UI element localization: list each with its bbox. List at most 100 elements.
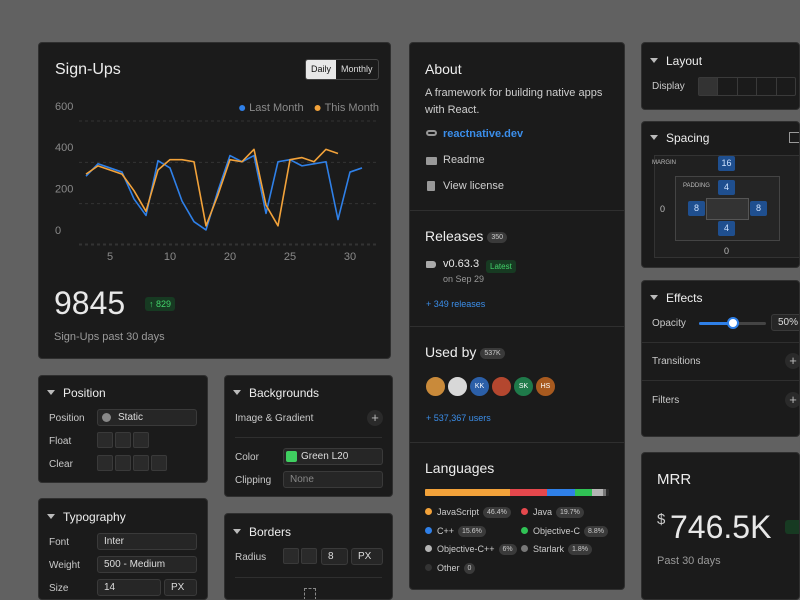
avatar: HS bbox=[535, 376, 556, 397]
language-name: Starlark bbox=[533, 544, 565, 554]
display-flex[interactable] bbox=[718, 78, 738, 95]
layout-title: Layout bbox=[650, 54, 702, 68]
display-options bbox=[698, 77, 796, 96]
radius-all[interactable] bbox=[283, 548, 299, 564]
margin-top[interactable]: 16 bbox=[718, 156, 735, 171]
about-title: About bbox=[425, 61, 462, 77]
language-item: Objective-C 8.8% bbox=[521, 526, 608, 537]
add-image[interactable]: + bbox=[367, 410, 383, 426]
language-name: Objective-C bbox=[533, 525, 581, 536]
language-percent: 8.8% bbox=[584, 525, 608, 537]
clear-both[interactable] bbox=[151, 455, 167, 471]
language-legend: JavaScript 46.4% Java 19.7% C++ 15.6% Objectiv… bbox=[425, 507, 620, 587]
toggle: Daily Monthly bbox=[305, 59, 379, 80]
float-left[interactable] bbox=[115, 432, 131, 448]
float-right[interactable] bbox=[133, 432, 149, 448]
clear-left[interactable] bbox=[115, 455, 131, 471]
separator bbox=[235, 437, 382, 438]
about-description: A framework for building native apps wit… bbox=[425, 87, 603, 116]
separator bbox=[235, 577, 382, 578]
opacity-field[interactable]: 50% bbox=[771, 314, 799, 331]
separator bbox=[410, 326, 624, 327]
backgrounds-title: Backgrounds bbox=[233, 386, 319, 400]
avatar: KK bbox=[469, 376, 490, 397]
color-field[interactable]: Green L20 bbox=[283, 448, 383, 465]
avatar bbox=[447, 376, 468, 397]
position-title: Position bbox=[47, 386, 106, 400]
float-label: Float bbox=[49, 436, 72, 447]
effects-panel: Effects Opacity 50% Transitions + Filter… bbox=[641, 280, 800, 437]
clear-right[interactable] bbox=[133, 455, 149, 471]
spacing-panel: Spacing MARGIN 16 PADDING 4 8 8 4 0 0 bbox=[641, 121, 800, 268]
language-dot bbox=[425, 508, 432, 515]
caption: Sign-Ups past 30 days bbox=[54, 331, 165, 343]
display-block[interactable] bbox=[699, 78, 719, 95]
language-name: Java bbox=[533, 507, 553, 517]
release-date: on Sep 29 bbox=[443, 274, 485, 284]
license[interactable]: View license bbox=[443, 180, 504, 192]
used-by-count: 537K bbox=[480, 347, 505, 359]
display-none[interactable] bbox=[777, 78, 795, 95]
image-label: Image & Gradient bbox=[235, 413, 314, 424]
separator bbox=[410, 442, 624, 443]
color-swatch bbox=[286, 451, 297, 462]
separator bbox=[642, 380, 799, 381]
language-item: Objective-C++ 6% bbox=[425, 544, 517, 556]
size-unit[interactable]: PX bbox=[164, 579, 197, 596]
size-field[interactable]: 14 bbox=[97, 579, 161, 596]
avatars: KK SK HS bbox=[425, 376, 615, 397]
toggle-monthly[interactable]: Monthly bbox=[341, 64, 373, 74]
language-name: C++ bbox=[437, 525, 455, 536]
about-link[interactable]: reactnative.dev bbox=[443, 128, 524, 140]
language-item: Starlark 1.8% bbox=[521, 544, 592, 556]
line-series bbox=[85, 154, 363, 231]
language-segment bbox=[425, 489, 511, 496]
legend-swatch bbox=[314, 105, 321, 111]
language-item: JavaScript 46.4% bbox=[425, 507, 511, 519]
readme[interactable]: Readme bbox=[443, 154, 485, 166]
add-filter[interactable]: + bbox=[785, 392, 799, 408]
avatar: SK bbox=[513, 376, 534, 397]
radius-individual[interactable] bbox=[301, 548, 317, 564]
weight-select[interactable]: 500 - Medium bbox=[97, 556, 197, 573]
more-releases[interactable]: + 349 releases bbox=[426, 299, 486, 309]
margin-left[interactable]: 0 bbox=[660, 204, 666, 214]
display-inline[interactable] bbox=[757, 78, 777, 95]
slider-thumb bbox=[726, 317, 739, 329]
x-tick-label: 20 bbox=[224, 251, 236, 263]
chart: Sign-Ups 0 200 400 600 5 10 20 25 30 This Month La… bbox=[55, 61, 379, 263]
radius-field[interactable]: 8 bbox=[321, 548, 348, 565]
padding-label: PADDING bbox=[683, 183, 710, 189]
separator bbox=[410, 210, 624, 211]
mrr-change-badge bbox=[785, 520, 799, 534]
signups-panel: Sign-Ups 0 200 400 600 5 10 20 25 30 This Month La… bbox=[38, 42, 391, 359]
layout-panel: Layout Display bbox=[641, 42, 800, 110]
padding-right[interactable]: 8 bbox=[750, 201, 767, 216]
clear-label: Clear bbox=[49, 459, 73, 470]
margin-bottom[interactable]: 0 bbox=[724, 246, 730, 256]
tag-icon bbox=[426, 261, 436, 268]
position-panel: Position Position Static Float Clear bbox=[38, 375, 208, 483]
opacity-slider[interactable] bbox=[699, 317, 766, 329]
language-percent: 15.6% bbox=[458, 525, 486, 537]
borders-panel: Borders Radius 8 PX bbox=[224, 513, 393, 600]
clear-none[interactable] bbox=[97, 455, 113, 471]
clipping-select[interactable]: None bbox=[283, 471, 383, 488]
add-transition[interactable]: + bbox=[785, 353, 799, 369]
position-select[interactable]: Static bbox=[97, 409, 197, 426]
opacity-label: Opacity bbox=[652, 318, 686, 329]
padding-top[interactable]: 4 bbox=[718, 180, 735, 195]
float-none[interactable] bbox=[97, 432, 113, 448]
font-select[interactable]: Inter bbox=[97, 533, 197, 550]
padding-bottom[interactable]: 4 bbox=[718, 221, 735, 236]
language-name: JavaScript bbox=[437, 507, 480, 517]
spacing-grid-icon bbox=[789, 132, 799, 143]
more-users[interactable]: + 537,367 users bbox=[426, 413, 491, 423]
toggle-daily[interactable]: Daily bbox=[306, 60, 337, 79]
language-item: Java 19.7% bbox=[521, 507, 584, 519]
padding-left[interactable]: 8 bbox=[688, 201, 705, 216]
x-tick-label: 30 bbox=[344, 251, 356, 263]
display-grid[interactable] bbox=[738, 78, 758, 95]
latest-badge: Latest bbox=[486, 260, 516, 273]
radius-unit[interactable]: PX bbox=[351, 548, 383, 565]
